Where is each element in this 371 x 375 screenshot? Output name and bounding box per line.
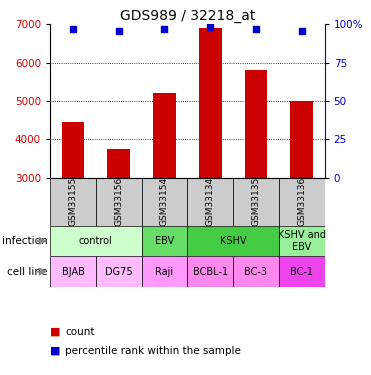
Bar [142,177,187,226]
Bar [50,177,96,226]
Bar [187,177,233,226]
Bar [50,256,96,287]
Point [161,26,167,32]
Text: count: count [65,327,95,337]
Text: BC-1: BC-1 [290,267,313,277]
Text: BCBL-1: BCBL-1 [193,267,228,277]
Text: ■: ■ [50,346,60,355]
Text: KSHV: KSHV [220,236,246,246]
Text: control: control [79,236,113,246]
Text: GSM33154: GSM33154 [160,177,169,226]
Bar [142,256,187,287]
Text: GSM33136: GSM33136 [297,177,306,226]
Bar [50,226,142,256]
Title: GDS989 / 32218_at: GDS989 / 32218_at [120,9,255,23]
Text: cell line: cell line [7,267,47,277]
Point [207,24,213,30]
Text: ■: ■ [50,327,60,337]
Bar [244,70,267,177]
Bar [62,122,85,177]
Point [299,27,305,33]
Text: KSHV and
EBV: KSHV and EBV [278,230,326,252]
Point [70,26,76,32]
Text: BJAB: BJAB [62,267,84,277]
Bar [187,256,233,287]
Text: DG75: DG75 [105,267,132,277]
Bar [290,101,313,177]
Bar [233,256,279,287]
Text: infection: infection [2,236,47,246]
Bar [142,226,187,256]
Text: Raji: Raji [155,267,174,277]
Bar [199,28,222,177]
Text: GSM33155: GSM33155 [69,177,78,226]
Bar [187,226,279,256]
Bar [96,256,142,287]
Text: EBV: EBV [155,236,174,246]
Bar [279,256,325,287]
Bar [279,226,325,256]
Bar [279,177,325,226]
Bar [153,93,176,177]
Text: GSM33134: GSM33134 [206,177,215,226]
Text: GSM33156: GSM33156 [114,177,123,226]
Text: GSM33135: GSM33135 [252,177,260,226]
Point [116,27,122,33]
Text: percentile rank within the sample: percentile rank within the sample [65,346,241,355]
Bar [107,149,130,177]
Bar [96,177,142,226]
Point [253,26,259,32]
Bar [233,177,279,226]
Text: BC-3: BC-3 [244,267,267,277]
